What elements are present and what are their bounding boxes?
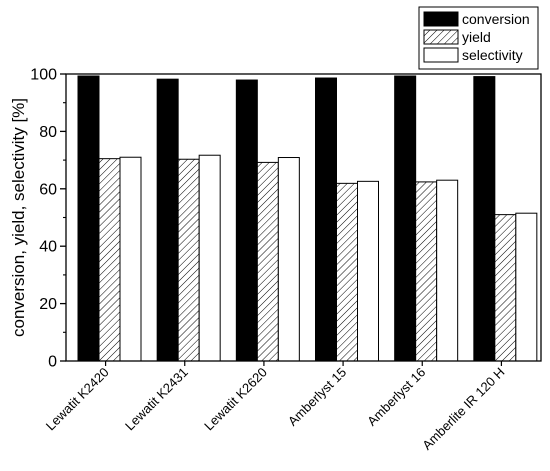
y-tick-label: 100	[30, 67, 57, 84]
x-category-label: Amberlyst 15	[285, 365, 349, 429]
bar-conversion-3	[235, 79, 258, 362]
y-tick-label: 80	[39, 124, 57, 141]
bar-yield-4	[336, 182, 358, 362]
legend-swatch-yield	[423, 29, 459, 45]
bar-selectivity-3	[277, 157, 300, 362]
bar-selectivity-6	[515, 212, 538, 362]
y-tick-label: 60	[39, 181, 57, 198]
y-axis-title: conversion, yield, selectivity [%]	[9, 98, 28, 337]
bar-conversion-5	[394, 75, 417, 362]
bar-yield-5	[415, 181, 438, 362]
x-category-label: Lewatit K2420	[43, 365, 112, 434]
bar-yield-6	[494, 214, 517, 362]
y-tick-label: 20	[39, 296, 57, 313]
y-tick-label: 40	[39, 239, 57, 256]
bar-conversion-2	[156, 78, 179, 362]
bar-yield-1	[98, 158, 121, 362]
x-category-label: Amberlite IR 120 H	[419, 365, 507, 453]
y-tick-label: 0	[48, 354, 57, 371]
bar-selectivity-5	[436, 179, 459, 362]
bar-selectivity-2	[198, 154, 221, 362]
legend-swatch-conversion	[423, 11, 459, 27]
bar-conversion-6	[473, 76, 496, 362]
legend-label-yield: yield	[462, 29, 491, 45]
bar-selectivity-4	[357, 180, 379, 362]
bars-layer	[77, 75, 538, 362]
legend-label-conversion: conversion	[462, 11, 530, 27]
x-category-label: Lewatit K2620	[201, 365, 270, 434]
legend-swatch-selectivity	[423, 47, 459, 63]
bar-selectivity-1	[119, 156, 142, 362]
bar-yield-3	[256, 161, 279, 362]
legend: conversion yield selectivity	[418, 6, 539, 70]
bar-yield-2	[177, 158, 200, 362]
x-category-label: Lewatit K2431	[122, 365, 191, 434]
bar-conversion-1	[77, 75, 100, 362]
bar-conversion-4	[315, 77, 337, 362]
legend-label-selectivity: selectivity	[462, 47, 523, 63]
x-category-label: Amberlyst 16	[364, 365, 428, 429]
